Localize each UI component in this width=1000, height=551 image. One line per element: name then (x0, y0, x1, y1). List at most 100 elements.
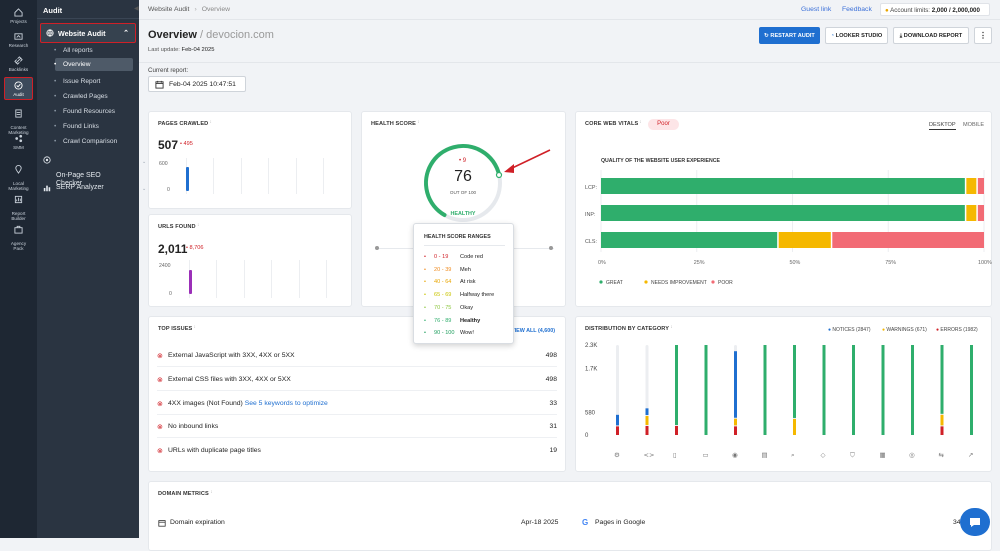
account-limits[interactable]: ● Account limits: 2,000 / 2,000,000 (880, 3, 990, 16)
urls-found-tick-top: 2400 (159, 263, 171, 269)
nav-item-all-reports[interactable]: All reports (54, 47, 93, 54)
rail-smm[interactable]: SMM (0, 134, 37, 150)
feedback-link[interactable]: Feedback (842, 6, 872, 13)
collapse-sidebar-icon[interactable]: ◀ (134, 6, 139, 12)
chevron-up-icon[interactable]: ⌃ (123, 30, 129, 37)
info-icon[interactable]: ⁱ (194, 326, 196, 332)
cwv-category-label: LCP: (585, 185, 597, 191)
dist-bar-notices[interactable] (881, 345, 885, 435)
cwv-bar-lcp-0[interactable] (601, 178, 965, 194)
cwv-bar-inp-1[interactable] (966, 205, 977, 221)
restart-audit-button[interactable]: ↻ RESTART AUDIT (759, 27, 820, 44)
rail-backlinks[interactable]: Backlinks (0, 56, 37, 72)
optimize-keywords-link[interactable]: See 5 keywords to optimize (244, 400, 328, 407)
google-icon: G (582, 518, 589, 527)
dist-bar-errors[interactable] (940, 426, 944, 435)
dist-bar-errors[interactable] (616, 426, 619, 435)
dist-y-tick: 580 (585, 410, 596, 416)
restart-audit-label: RESTART AUDIT (770, 33, 815, 39)
nav-onpage-seo[interactable]: On-Page SEO Checker ⌄ (43, 156, 146, 196)
info-icon[interactable]: ⁱ (210, 121, 212, 127)
nav-item-overview[interactable]: Overview (54, 58, 133, 71)
research-icon (14, 33, 23, 40)
dist-bar-warnings[interactable] (734, 418, 737, 426)
category-icon: <> (644, 451, 655, 459)
rail-audit[interactable]: Audit (4, 77, 33, 100)
download-report-button[interactable]: ⤓ DOWNLOAD REPORT (893, 27, 969, 44)
nav-item-crawled-pages[interactable]: Crawled Pages (54, 93, 108, 100)
nav-item-found-links[interactable]: Found Links (54, 123, 99, 130)
issue-text-main[interactable]: 4XX images (Not Found) (168, 400, 243, 407)
rail-report[interactable]: Report Builder (0, 190, 37, 221)
dist-bar-errors[interactable] (675, 426, 678, 435)
breadcrumb-root[interactable]: Website Audit (148, 6, 190, 13)
nav-item-found-resources[interactable]: Found Resources (54, 108, 115, 115)
rail-local[interactable]: Local Marketing (0, 160, 37, 191)
urls-found-title-text: URLS FOUND (158, 224, 196, 230)
issue-text[interactable]: External JavaScript with 3XX, 4XX or 5XX (168, 352, 295, 359)
rail-projects[interactable]: Projects (0, 8, 37, 24)
rail-content[interactable]: Content Marketing (0, 104, 37, 135)
dist-bar-notices[interactable] (734, 351, 737, 418)
dist-bar-errors[interactable] (645, 426, 649, 435)
info-icon[interactable]: ⁱ (417, 121, 420, 127)
issue-text[interactable]: No inbound links (168, 423, 219, 430)
dist-bar-notices[interactable] (675, 345, 678, 425)
dist-bar-notices[interactable] (763, 345, 767, 435)
pages-crawled-bar[interactable] (186, 167, 189, 191)
dist-bar-warnings[interactable] (645, 416, 649, 425)
dist-bar-notices[interactable] (822, 345, 826, 435)
chat-button[interactable] (960, 508, 990, 536)
cwv-bar-cls-1[interactable] (778, 232, 831, 248)
issue-text[interactable]: URLs with duplicate page titles (168, 447, 261, 454)
rail-research[interactable]: Research (0, 32, 37, 48)
info-icon[interactable]: ⁱ (210, 491, 212, 497)
health-score-gauge[interactable] (422, 142, 504, 224)
tab-desktop[interactable]: DESKTOP (929, 122, 956, 130)
health-timeline-dot[interactable] (375, 246, 379, 250)
dist-bar-warnings[interactable] (940, 414, 944, 426)
distribution-title-text: DISTRIBUTION BY CATEGORY (585, 326, 670, 332)
nav-item-issue-report[interactable]: Issue Report (54, 78, 100, 85)
rail-agency[interactable]: Agency Pack (0, 220, 37, 251)
tab-mobile[interactable]: MOBILE (963, 122, 985, 128)
dist-bar-errors[interactable] (734, 426, 737, 435)
view-all-issues-link[interactable]: VIEW ALL (4,600) (511, 328, 556, 334)
dist-bar-notices[interactable] (793, 345, 796, 418)
issue-count: 33 (549, 400, 557, 407)
cwv-category-label: INP: (585, 212, 595, 218)
dist-bar-notices[interactable] (940, 345, 944, 414)
cwv-bar-lcp-1[interactable] (966, 178, 977, 194)
dist-bar-notices[interactable] (616, 414, 619, 426)
error-circle-icon: ⊗ (157, 424, 163, 431)
info-icon[interactable]: ⁱ (671, 326, 673, 332)
legend-errors: ● ERRORS (1982) (936, 327, 978, 333)
dist-bar-notices[interactable] (970, 345, 973, 435)
globe-icon (46, 29, 54, 37)
cwv-bar-lcp-2[interactable] (977, 178, 984, 194)
cwv-bar-cls-2[interactable] (832, 232, 984, 248)
issue-text[interactable]: External CSS files with 3XX, 4XX or 5XX (168, 376, 291, 383)
dist-bar-warnings[interactable] (793, 418, 796, 435)
info-icon[interactable]: ⁱ (197, 224, 199, 230)
nav-website-audit[interactable]: Website Audit ⌃ (40, 23, 136, 43)
info-icon[interactable]: ⁱ (640, 121, 642, 127)
health-timeline-dot[interactable] (549, 246, 553, 250)
guest-link[interactable]: Guest link (801, 6, 832, 13)
dist-bar-notices[interactable] (911, 345, 914, 435)
cwv-bar-cls-0[interactable] (601, 232, 778, 248)
dist-bar-notices[interactable] (645, 408, 649, 415)
current-report-label: Current report: (148, 67, 189, 74)
nav-serp-analyzer[interactable]: SERP Analyzer ⌄ (43, 184, 146, 192)
more-options-button[interactable]: ⋮ (974, 27, 992, 44)
cwv-bar-inp-0[interactable] (601, 205, 965, 221)
current-report-select[interactable]: Feb-04 2025 10:47:51 (148, 76, 246, 92)
urls-found-bar[interactable] (189, 270, 192, 294)
nav-item-crawl-comparison[interactable]: Crawl Comparison (54, 138, 117, 145)
looker-studio-button[interactable]: ◔ LOOKER STUDIO (825, 27, 888, 44)
dist-bar-notices[interactable] (852, 345, 855, 435)
issue-text[interactable]: 4XX images (Not Found) See 5 keywords to… (168, 400, 328, 407)
cwv-bar-inp-2[interactable] (977, 205, 984, 221)
download-icon: ⤓ (899, 33, 904, 39)
dist-bar-notices[interactable] (704, 345, 708, 435)
